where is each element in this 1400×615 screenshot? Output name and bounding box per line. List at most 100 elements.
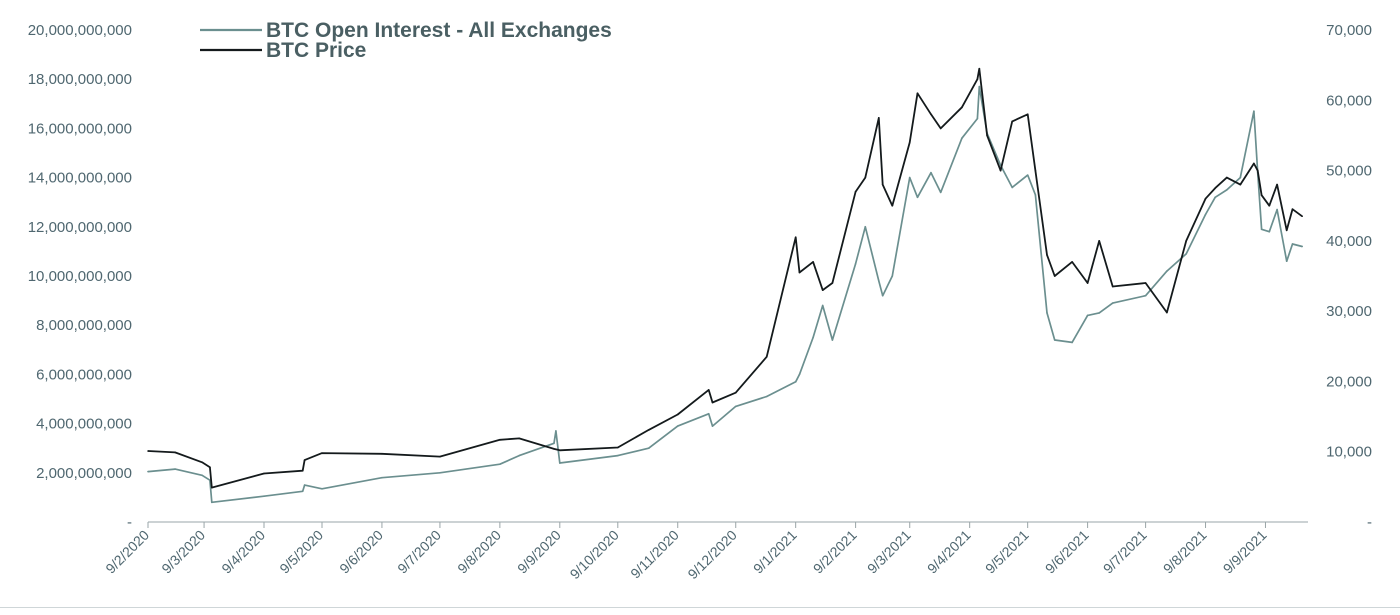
btc-price-point bbox=[676, 413, 679, 416]
y-left-tick-label: 4,000,000,000 bbox=[36, 416, 132, 433]
open-interest-point bbox=[976, 117, 979, 120]
btc-price-point bbox=[1166, 311, 1168, 314]
open-interest-point bbox=[303, 484, 306, 486]
y-right-tick-label: 40,000 bbox=[1326, 233, 1372, 250]
btc-price-point bbox=[211, 486, 213, 489]
btc-price-point bbox=[881, 183, 884, 186]
btc-price-point bbox=[854, 190, 857, 193]
open-interest-point bbox=[711, 425, 714, 427]
open-interest-point bbox=[1204, 213, 1207, 216]
x-tick-label: 9/3/2020 bbox=[158, 527, 208, 577]
btc-price-point bbox=[1268, 204, 1271, 207]
y-left-tick-label: 2,000,000,000 bbox=[36, 465, 132, 482]
btc-price-point bbox=[707, 389, 710, 391]
x-tick-label: 9/6/2021 bbox=[1042, 527, 1092, 577]
x-tick-label: 9/5/2020 bbox=[276, 527, 326, 577]
btc-price-point bbox=[794, 236, 797, 239]
open-interest-point bbox=[1144, 294, 1147, 297]
x-tick-label: 9/3/2021 bbox=[864, 527, 914, 577]
open-interest-point bbox=[263, 495, 265, 497]
btc-price-point bbox=[209, 466, 211, 468]
y-left-tick-label: 20,000,000,000 bbox=[28, 22, 132, 39]
open-interest-point bbox=[617, 454, 619, 457]
btc-price-point bbox=[1071, 261, 1073, 263]
x-tick-label: 9/8/2021 bbox=[1160, 527, 1210, 577]
btc-price-point bbox=[559, 449, 561, 452]
y-right-tick-label: 60,000 bbox=[1326, 92, 1372, 109]
y-left-tick-label: 6,000,000,000 bbox=[36, 366, 132, 383]
btc-price-point bbox=[321, 452, 323, 454]
btc-price-point bbox=[1026, 113, 1029, 116]
btc-price-point bbox=[1204, 197, 1207, 200]
open-interest-point bbox=[518, 454, 520, 457]
btc-price-point bbox=[765, 356, 768, 358]
open-interest-point bbox=[1301, 245, 1303, 248]
btc-price-point bbox=[711, 401, 714, 404]
bottom-divider bbox=[0, 607, 1400, 608]
open-interest-point bbox=[1111, 302, 1114, 304]
btc-price-point bbox=[930, 113, 932, 116]
btc-price-point bbox=[263, 472, 265, 475]
open-interest-point bbox=[1239, 176, 1242, 179]
y-right-tick-label: 20,000 bbox=[1326, 373, 1372, 390]
open-interest-point bbox=[1071, 341, 1073, 344]
open-interest-point bbox=[1291, 243, 1294, 245]
open-interest-point bbox=[201, 474, 203, 477]
btc-price-point bbox=[1226, 176, 1228, 179]
x-tick-label: 9/9/2021 bbox=[1220, 527, 1270, 577]
btc-price-point bbox=[518, 437, 520, 440]
open-interest-point bbox=[765, 395, 768, 398]
open-interest-point bbox=[555, 430, 557, 432]
btc-price-point bbox=[1214, 187, 1216, 189]
open-interest-point bbox=[1034, 194, 1037, 196]
y-left-tick-label: - bbox=[127, 514, 132, 531]
y-left-tick-label: 8,000,000,000 bbox=[36, 317, 132, 334]
btc-price-point bbox=[1144, 282, 1147, 284]
open-interest-point bbox=[1276, 208, 1278, 211]
btc-price-point bbox=[864, 176, 867, 179]
btc-price-point bbox=[1011, 120, 1013, 123]
open-interest-point bbox=[812, 336, 814, 339]
btc-price-point bbox=[821, 289, 824, 291]
btc-price-point bbox=[1185, 240, 1187, 242]
btc-price-point bbox=[617, 446, 619, 449]
y-left-tick-label: 10,000,000,000 bbox=[28, 268, 132, 285]
btc-price-point bbox=[439, 455, 441, 458]
open-interest-point bbox=[439, 472, 441, 474]
btc-price-point bbox=[734, 391, 737, 394]
x-tick-label: 9/5/2021 bbox=[982, 527, 1032, 577]
x-tick-label: 9/12/2020 bbox=[684, 527, 740, 583]
y-left-tick-label: 18,000,000,000 bbox=[28, 71, 132, 88]
open-interest-point bbox=[930, 171, 932, 174]
y-left-tick-label: 14,000,000,000 bbox=[28, 170, 132, 187]
open-interest-point bbox=[939, 191, 942, 194]
btc-price-point bbox=[961, 106, 963, 109]
btc-price-point bbox=[986, 134, 988, 137]
btc-price-point bbox=[798, 271, 801, 274]
x-tick-label: 9/4/2021 bbox=[924, 527, 974, 577]
legend-label-open-interest: BTC Open Interest - All Exchanges bbox=[266, 19, 612, 42]
open-interest-point bbox=[676, 425, 679, 427]
open-interest-point bbox=[1098, 312, 1100, 314]
x-tick-label: 9/1/2021 bbox=[750, 527, 800, 577]
open-interest-point bbox=[647, 447, 650, 450]
btc-price-point bbox=[1285, 229, 1288, 232]
btc-price-point bbox=[978, 67, 981, 70]
btc-price-line bbox=[147, 67, 1303, 489]
open-interest-point bbox=[891, 275, 894, 277]
btc-price-point bbox=[499, 438, 501, 441]
open-interest-point bbox=[499, 463, 501, 465]
btc-price-point bbox=[301, 469, 304, 472]
btc-price-point bbox=[647, 429, 650, 431]
btc-price-point bbox=[908, 141, 911, 144]
x-tick-label: 9/10/2020 bbox=[567, 527, 623, 583]
open-interest-point bbox=[916, 196, 919, 199]
btc-price-point bbox=[1291, 208, 1294, 211]
y-left-tick-label: 12,000,000,000 bbox=[28, 219, 132, 236]
btc-price-point bbox=[1256, 169, 1259, 172]
open-interest-line bbox=[147, 85, 1303, 504]
btc-price-point bbox=[939, 127, 942, 130]
open-interest-point bbox=[321, 487, 323, 490]
btc-price-point bbox=[831, 282, 834, 284]
